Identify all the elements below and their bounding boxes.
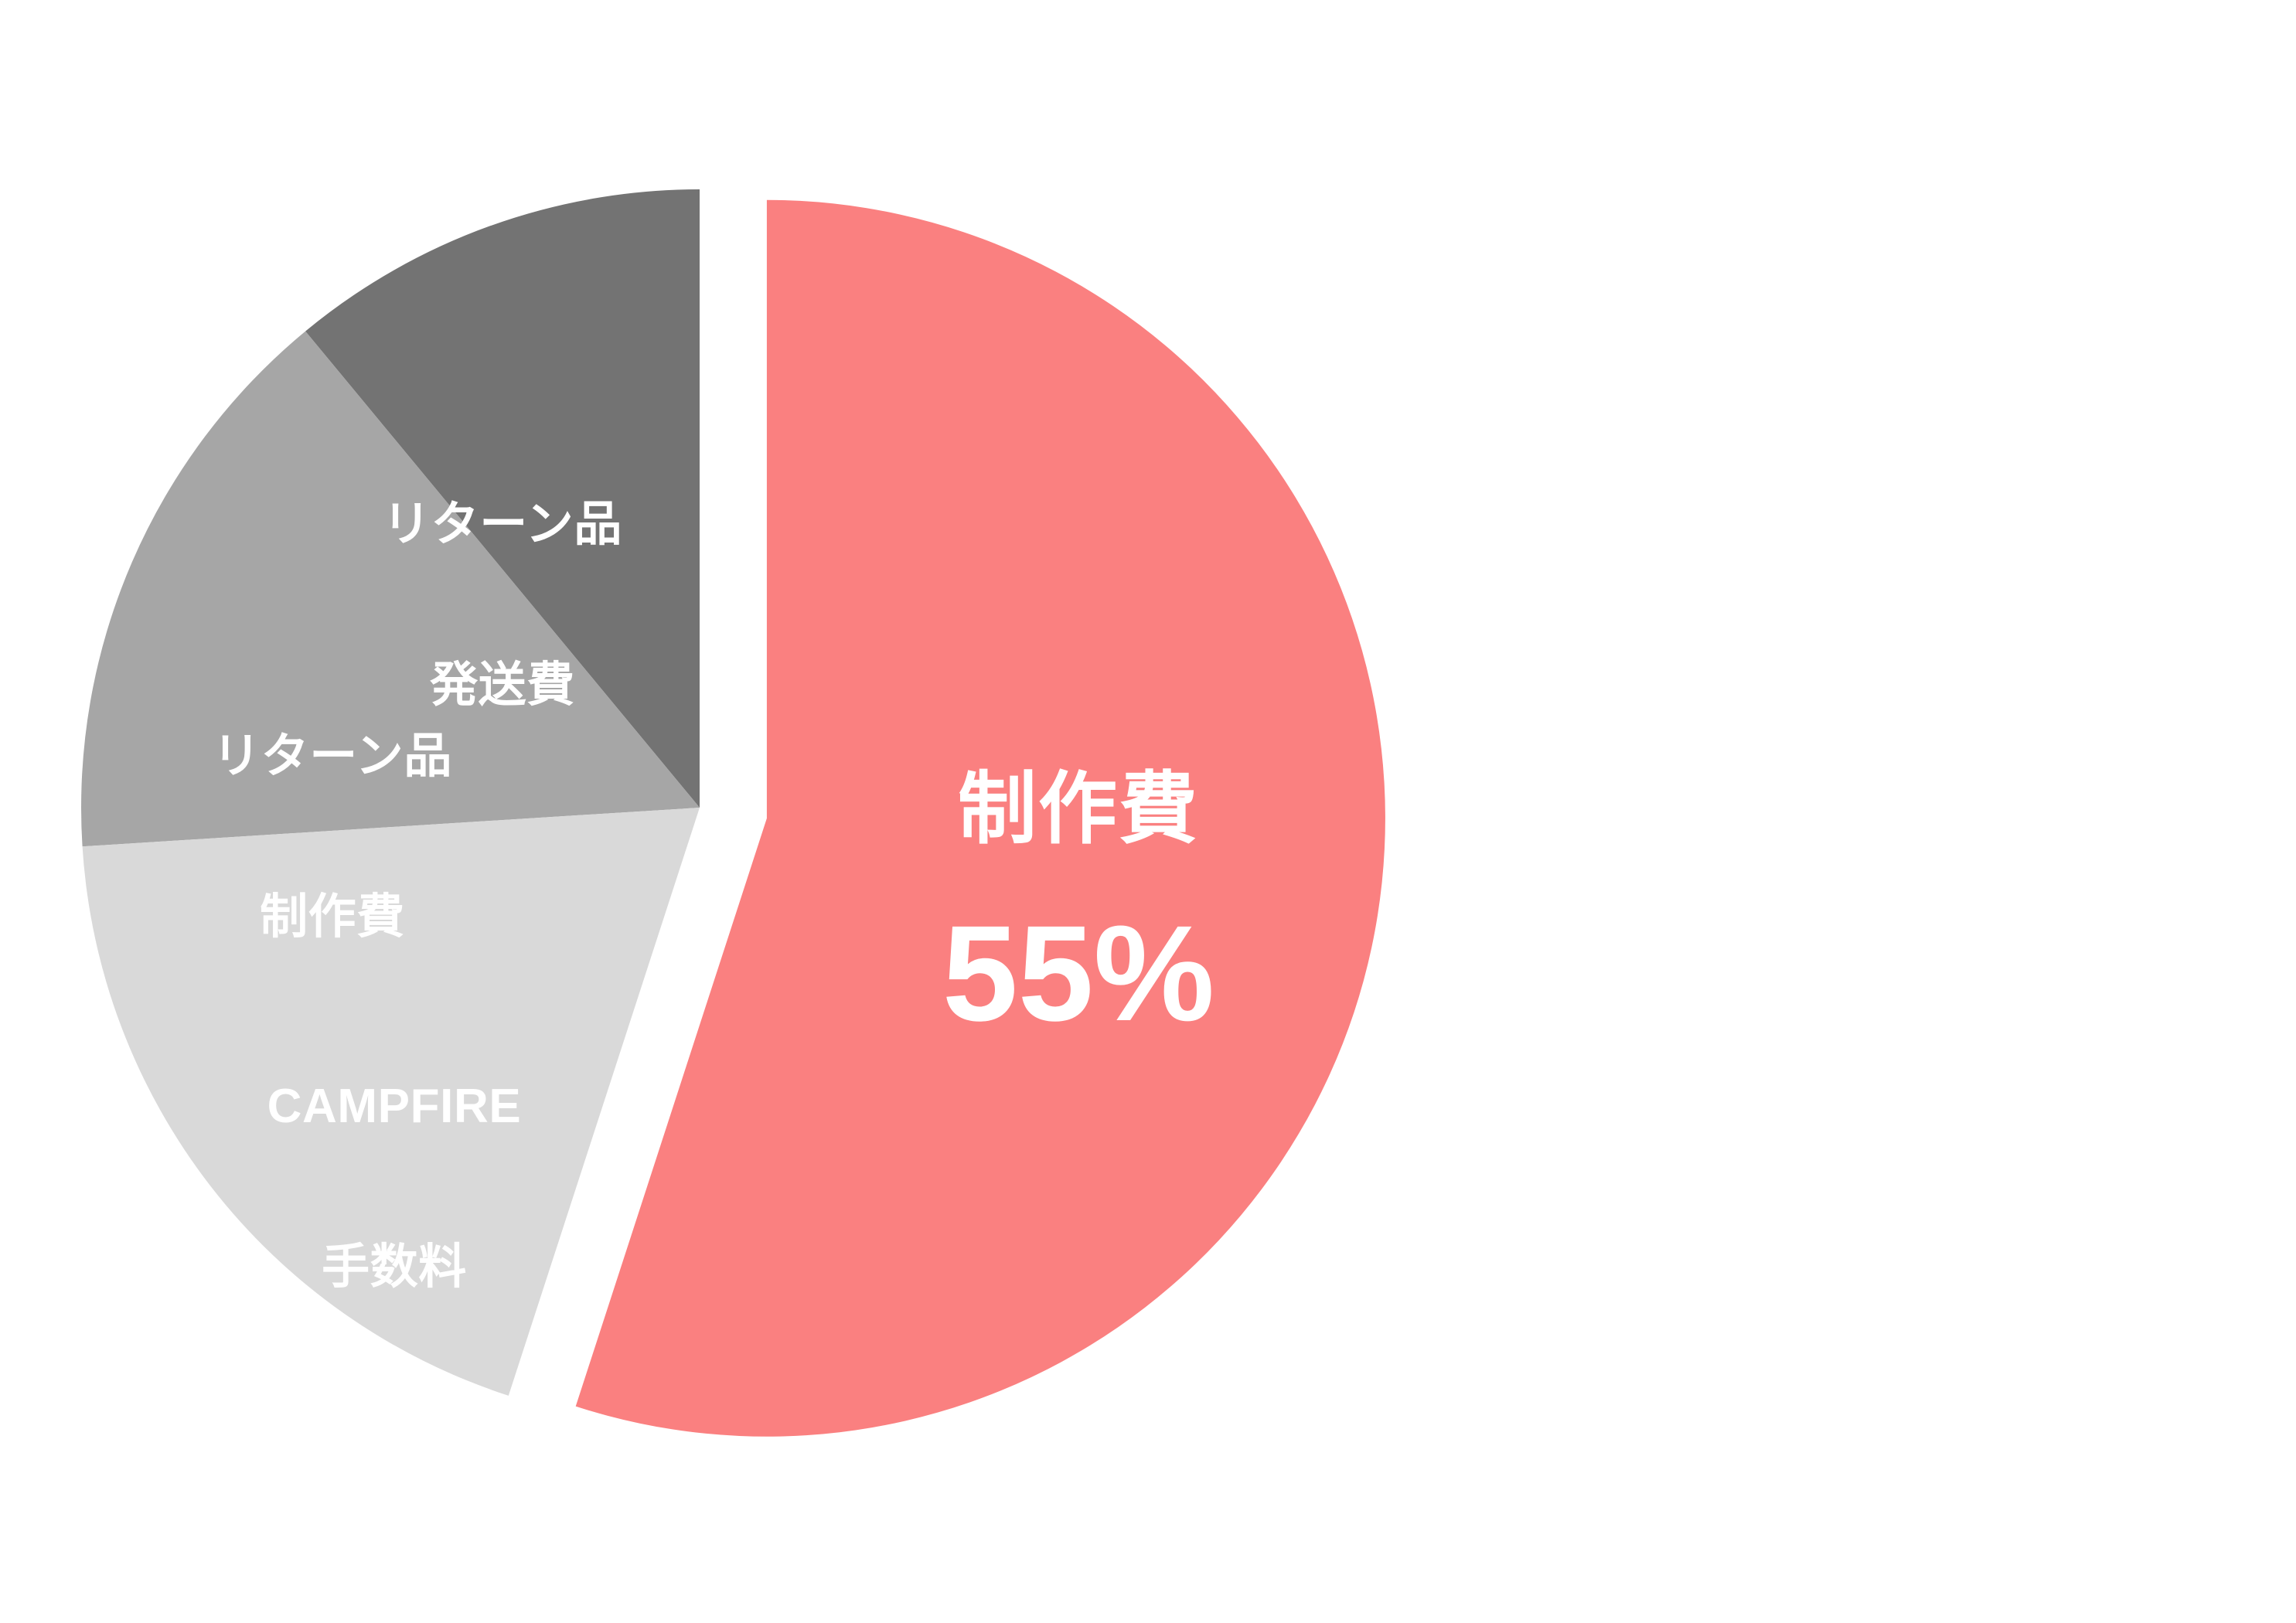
pie-slice-return-item-production[interactable] <box>81 331 700 847</box>
pie-slice-campfire-fee[interactable] <box>82 808 700 1396</box>
pie-slice-production-cost[interactable] <box>575 199 1385 1437</box>
pie-slice-return-item-shipping[interactable] <box>305 189 700 808</box>
